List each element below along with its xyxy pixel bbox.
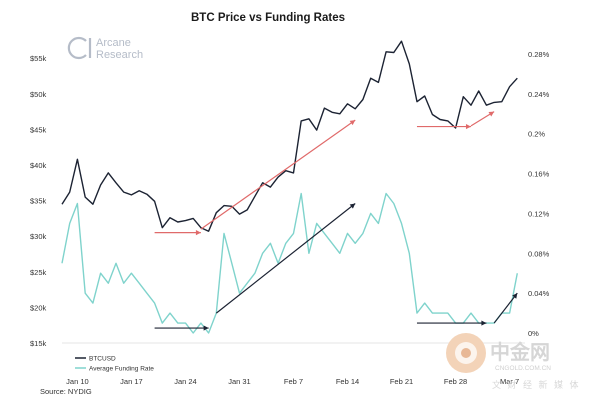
x-tick-label: Feb 28 [444, 377, 467, 386]
x-tick-label: Feb 14 [336, 377, 359, 386]
x-tick-label: Jan 31 [228, 377, 251, 386]
right-tick-label: 0.2% [528, 130, 545, 139]
left-tick-label: $40k [30, 161, 47, 170]
annotation-layer [154, 111, 518, 331]
x-tick-label: Feb 7 [284, 377, 303, 386]
left-tick-label: $30k [30, 232, 47, 241]
source-note: Source: NYDIG [40, 387, 92, 396]
right-tick-label: 0.04% [528, 289, 550, 298]
left-axis: $15k $20k $25k $30k $35k $40k $45k $50k $55k [30, 54, 47, 348]
right-tick-label: 0% [528, 329, 539, 338]
left-tick-label: $25k [30, 268, 47, 277]
right-tick-label: 0.16% [528, 170, 550, 179]
annotation-arrow [470, 111, 495, 127]
brand-name-line-2: Research [96, 49, 143, 61]
left-tick-label: $45k [30, 125, 47, 134]
annotation-arrow [493, 292, 518, 324]
left-tick-label: $55k [30, 54, 47, 63]
x-tick-label: Jan 10 [66, 377, 89, 386]
watermark: 中金网 CNGOLD.COM.CN 文 财 经 新 媒 体 [446, 333, 581, 390]
x-tick-label: Mar 7 [500, 377, 519, 386]
series-layer [61, 40, 518, 334]
series-line-average-funding-rate [61, 192, 518, 334]
legend-label-btcusd: BTCUSD [89, 356, 116, 363]
right-axis: 0% 0.04% 0.08% 0.12% 0.16% 0.2% 0.24% 0.28% [528, 50, 550, 338]
brand-logo: Arcane Research [67, 36, 143, 61]
annotation-arrow [416, 123, 471, 130]
x-axis: Jan 10 Jan 17 Jan 24 Jan 31 Feb 7 Feb 14 Feb 2… [66, 377, 519, 386]
x-tick-label: Jan 17 [120, 377, 143, 386]
watermark-tagline: 文 财 经 新 媒 体 [492, 379, 581, 390]
series-line-btcusd [61, 40, 518, 232]
x-tick-label: Jan 24 [174, 377, 197, 386]
annotation-arrow [154, 325, 209, 331]
left-tick-label: $35k [30, 197, 47, 206]
watermark-site-en: CNGOLD.COM.CN [495, 365, 551, 372]
brand-name-line-1: Arcane [96, 37, 131, 49]
right-tick-label: 0.28% [528, 50, 550, 59]
chart-title: BTC Price vs Funding Rates [191, 12, 345, 24]
legend-label-funding: Average Funding Rate [89, 366, 154, 373]
annotation-arrow [200, 119, 356, 230]
right-tick-label: 0.12% [528, 209, 550, 218]
legend: BTCUSD Average Funding Rate [75, 356, 154, 373]
watermark-logo-icon [446, 333, 486, 373]
annotation-arrow [215, 202, 356, 314]
right-tick-label: 0.08% [528, 249, 550, 258]
left-tick-label: $15k [30, 339, 47, 348]
brand-mark-icon [67, 36, 92, 60]
left-tick-label: $20k [30, 303, 47, 312]
watermark-site-cn: 中金网 [490, 340, 550, 364]
x-tick-label: Feb 21 [390, 377, 413, 386]
annotation-arrow [416, 320, 487, 326]
annotation-arrow [154, 230, 201, 236]
left-tick-label: $50k [30, 90, 47, 99]
right-tick-label: 0.24% [528, 90, 550, 99]
